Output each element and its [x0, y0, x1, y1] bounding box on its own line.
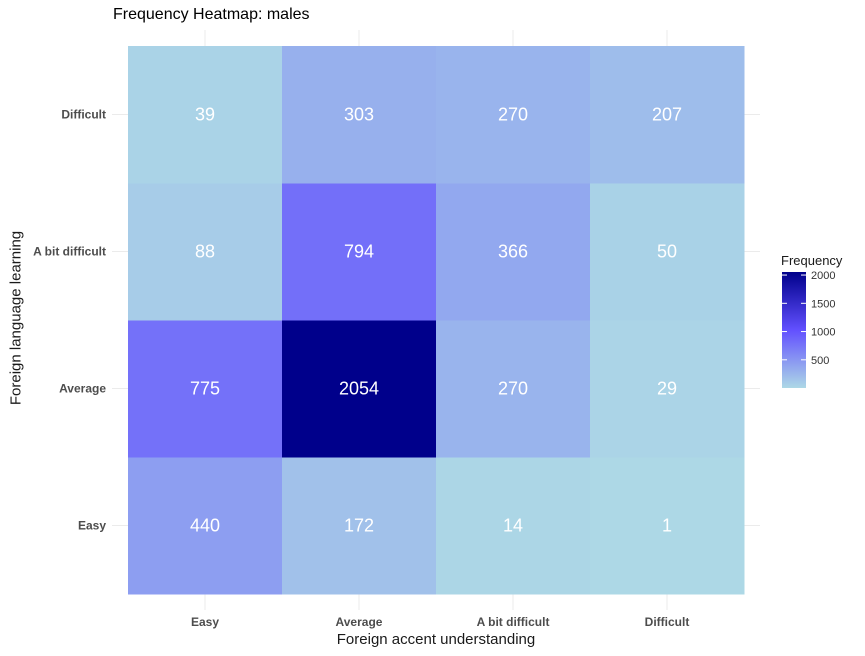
x-axis-label: Foreign accent understanding: [336, 631, 536, 648]
legend-title: Frequency: [781, 253, 843, 268]
cell-value-label: 29: [657, 379, 677, 399]
cell-value-label: 14: [503, 516, 523, 536]
cell-value-label: 39: [195, 105, 215, 125]
heatmap-cell-easy-easy: [128, 457, 283, 595]
cell-labels-layer: 440 172 14 1 775 2054 270 29 88 794 366 50 39 303 270 2…: [190, 105, 682, 536]
heatmap-cell-difficult-a-bit-difficult: [436, 46, 591, 184]
cell-value-label: 50: [657, 242, 677, 262]
heatmap-cell-easy-average: [282, 457, 437, 595]
legend-colorbar: [782, 272, 806, 388]
x-ticks-layer: Easy Average A bit difficult Difficult: [191, 615, 689, 629]
cell-value-label: 207: [652, 105, 682, 125]
heatmap-cell-easy-a-bit-difficult: [436, 457, 591, 595]
heatmap-cell-difficult-easy: [128, 46, 283, 184]
heatmap-cell-easy-difficult: [590, 457, 745, 595]
x-tick-label: A bit difficult: [477, 615, 550, 629]
legend-tick-label: 500: [811, 355, 829, 367]
chart-title: Frequency Heatmap: males: [113, 6, 310, 23]
cells-layer: [128, 46, 745, 595]
y-tick-label: Difficult: [61, 108, 106, 122]
heatmap-cell-a-bit-difficult-difficult: [590, 183, 745, 321]
x-tick-label: Average: [336, 615, 383, 629]
legend-tick-label: 1000: [811, 327, 835, 339]
cell-value-label: 270: [498, 105, 528, 125]
heatmap-cell-average-easy: [128, 320, 283, 458]
cell-value-label: 366: [498, 242, 528, 262]
cell-value-label: 1: [662, 516, 672, 536]
cell-value-label: 2054: [339, 379, 379, 399]
cell-value-label: 172: [344, 516, 374, 536]
cell-value-label: 440: [190, 516, 220, 536]
cell-value-label: 270: [498, 379, 528, 399]
heatmap-cell-a-bit-difficult-easy: [128, 183, 283, 321]
heatmap-cell-difficult-difficult: [590, 46, 745, 184]
heatmap-cell-average-average: [282, 320, 437, 458]
y-tick-label: Average: [59, 382, 106, 396]
legend-tick-label: 2000: [811, 270, 835, 282]
heatmap-cell-average-a-bit-difficult: [436, 320, 591, 458]
heatmap-cell-average-difficult: [590, 320, 745, 458]
cell-value-label: 88: [195, 242, 215, 262]
y-tick-label: A bit difficult: [33, 245, 106, 259]
legend: 500 1000 1500 2000: [782, 270, 835, 388]
cell-value-label: 303: [344, 105, 374, 125]
cell-value-label: 794: [344, 242, 374, 262]
x-tick-label: Difficult: [645, 615, 690, 629]
heatmap-cell-a-bit-difficult-a-bit-difficult: [436, 183, 591, 321]
x-tick-label: Easy: [191, 615, 219, 629]
legend-tick-label: 1500: [811, 298, 835, 310]
y-ticks-layer: Easy Average A bit difficult Difficult: [33, 108, 106, 533]
heatmap-cell-difficult-average: [282, 46, 437, 184]
cell-value-label: 775: [190, 379, 220, 399]
y-tick-label: Easy: [78, 519, 106, 533]
heatmap-cell-a-bit-difficult-average: [282, 183, 437, 321]
